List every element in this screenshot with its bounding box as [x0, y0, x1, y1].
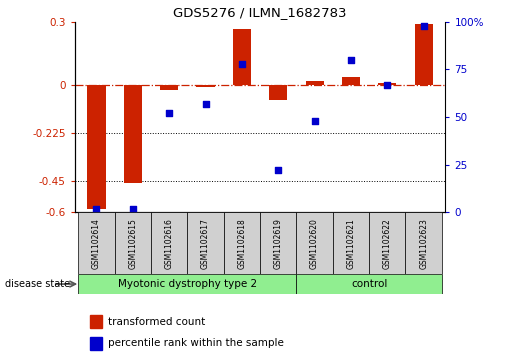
Bar: [151, 212, 187, 274]
Bar: [233, 29, 251, 85]
Bar: [187, 212, 224, 274]
Text: GSM1102615: GSM1102615: [128, 218, 138, 269]
Bar: [378, 83, 397, 85]
Point: [165, 110, 174, 116]
Bar: [78, 212, 115, 274]
Bar: [333, 212, 369, 274]
Bar: [415, 24, 433, 85]
Text: Myotonic dystrophy type 2: Myotonic dystrophy type 2: [118, 279, 257, 289]
Point: [274, 168, 282, 174]
Point: [383, 82, 391, 87]
Bar: [297, 274, 442, 294]
Point: [347, 57, 355, 63]
Text: control: control: [351, 279, 387, 289]
Text: percentile rank within the sample: percentile rank within the sample: [108, 338, 284, 348]
Point: [92, 205, 100, 211]
Text: GSM1102619: GSM1102619: [274, 218, 283, 269]
Bar: [405, 212, 442, 274]
Bar: [369, 212, 405, 274]
Bar: [305, 81, 324, 85]
Bar: [124, 85, 142, 183]
Text: GSM1102617: GSM1102617: [201, 218, 210, 269]
Text: transformed count: transformed count: [108, 317, 205, 327]
Point: [201, 101, 210, 107]
Bar: [342, 77, 360, 85]
Text: GSM1102618: GSM1102618: [237, 218, 246, 269]
Bar: [260, 212, 297, 274]
Bar: [115, 212, 151, 274]
Bar: [90, 337, 102, 350]
Bar: [269, 85, 287, 100]
Bar: [88, 85, 106, 209]
Text: GSM1102620: GSM1102620: [310, 218, 319, 269]
Text: GSM1102614: GSM1102614: [92, 218, 101, 269]
Bar: [196, 85, 215, 87]
Point: [311, 118, 319, 124]
Point: [129, 205, 137, 211]
Text: GSM1102622: GSM1102622: [383, 218, 392, 269]
Bar: [78, 274, 297, 294]
Text: GSM1102616: GSM1102616: [165, 218, 174, 269]
Text: disease state: disease state: [5, 279, 70, 289]
Text: GSM1102623: GSM1102623: [419, 218, 428, 269]
Text: GSM1102621: GSM1102621: [347, 218, 355, 269]
Bar: [224, 212, 260, 274]
Title: GDS5276 / ILMN_1682783: GDS5276 / ILMN_1682783: [174, 6, 347, 19]
Bar: [297, 212, 333, 274]
Point: [238, 61, 246, 67]
Bar: [90, 315, 102, 329]
Point: [420, 23, 428, 29]
Bar: [160, 85, 178, 90]
